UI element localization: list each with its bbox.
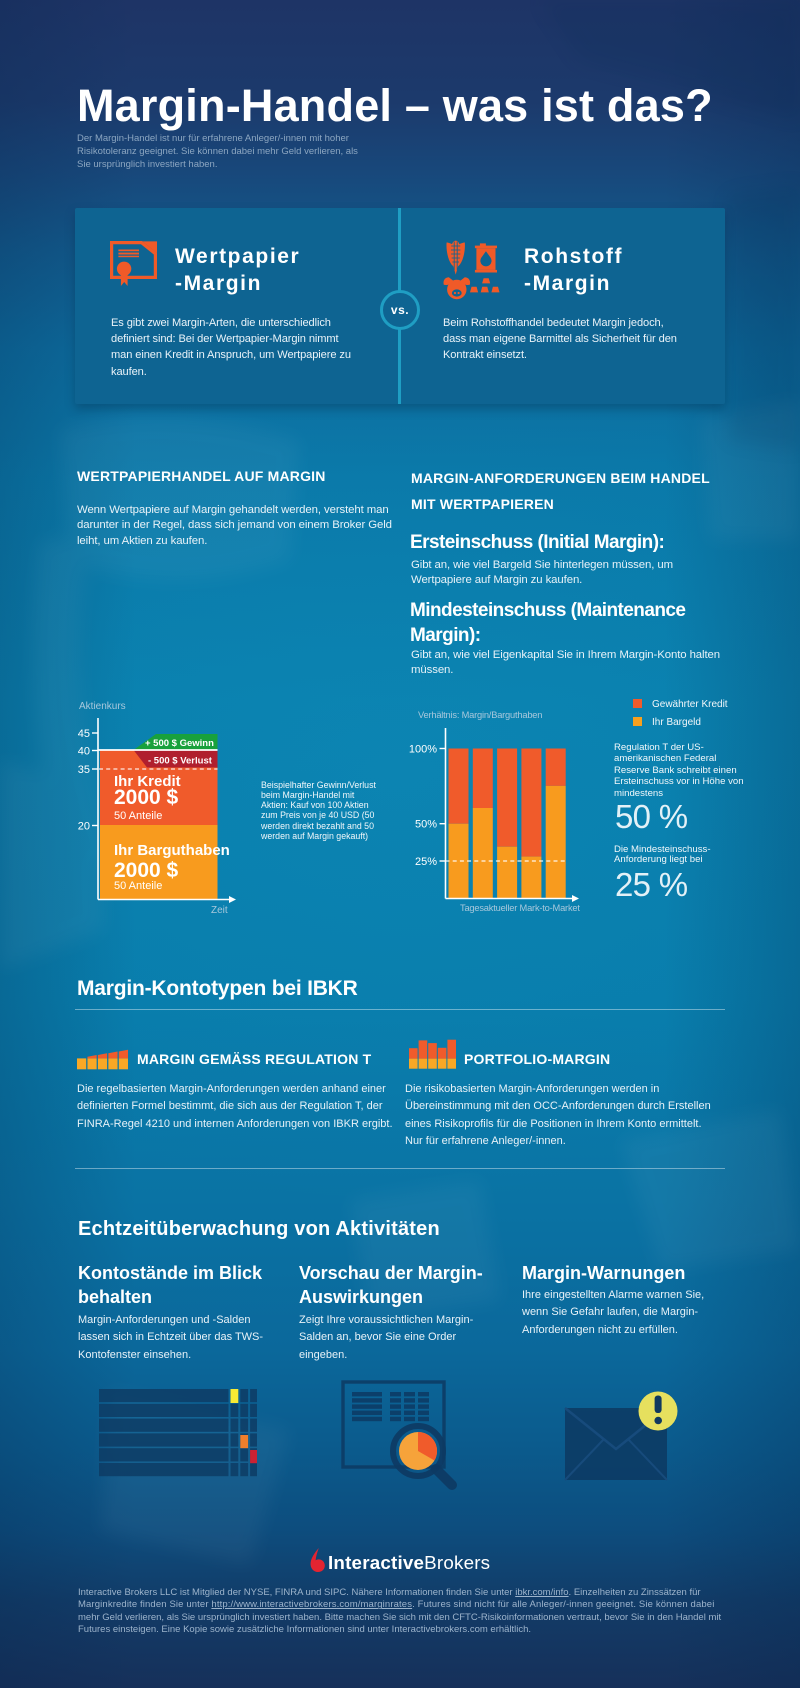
svg-text:20: 20 — [78, 821, 90, 833]
svg-text:45: 45 — [78, 728, 90, 740]
svg-text:100%: 100% — [409, 744, 437, 756]
svg-text:50%: 50% — [415, 819, 437, 831]
svg-text:+ 500 $ Gewinn: + 500 $ Gewinn — [145, 738, 214, 749]
svg-text:40: 40 — [78, 746, 90, 758]
svg-text:25%: 25% — [415, 856, 437, 868]
svg-text:35: 35 — [78, 764, 90, 776]
svg-text:- 500 $ Verlust: - 500 $ Verlust — [148, 756, 213, 767]
